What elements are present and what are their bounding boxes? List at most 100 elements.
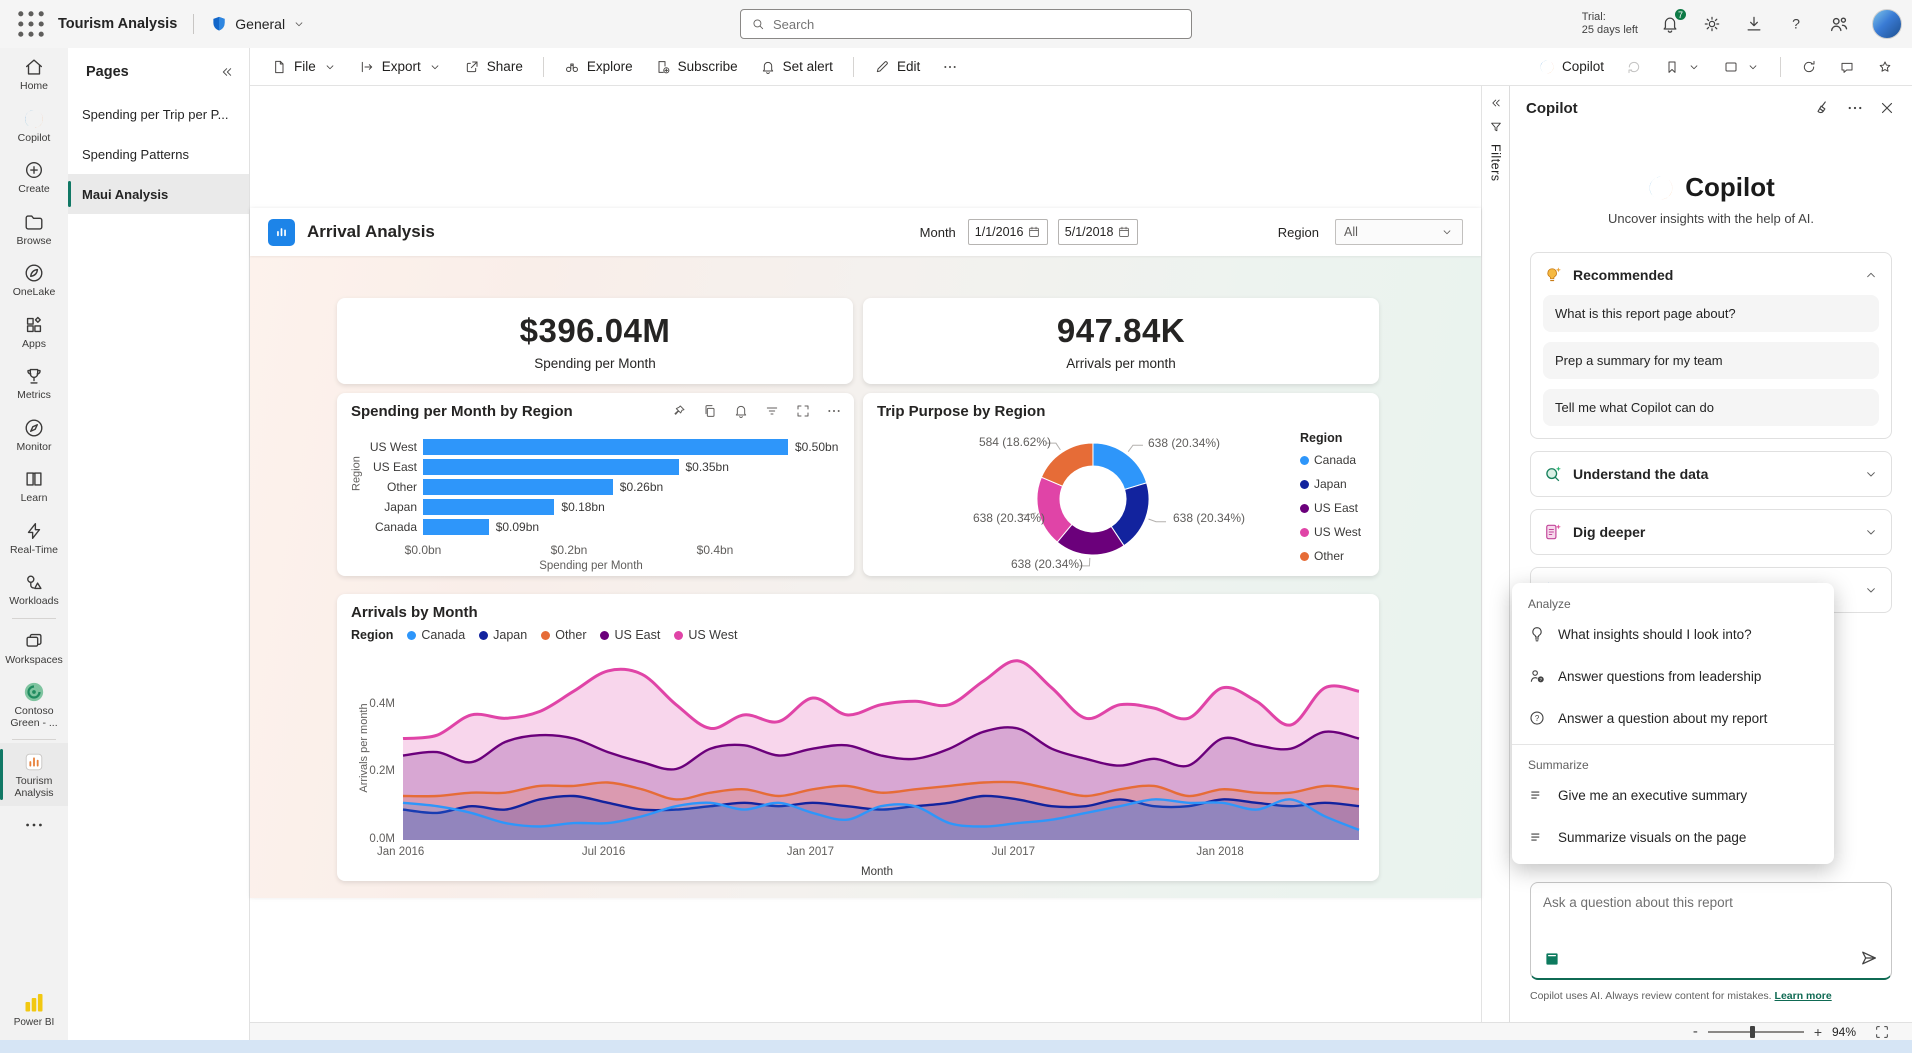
area-chart[interactable] xyxy=(402,654,1360,840)
legend-item[interactable]: Canada xyxy=(1300,453,1356,467)
more-options-icon[interactable] xyxy=(1846,99,1864,117)
menu-item[interactable]: Summarize visuals on the page xyxy=(1512,816,1834,858)
expand-filters-icon[interactable] xyxy=(1489,96,1503,110)
sidebar-item-create[interactable]: Create xyxy=(0,151,68,203)
copilot-suggestion-chip[interactable]: Prep a summary for my team xyxy=(1543,342,1879,379)
copilot-section-understand-the-data[interactable]: Understand the data xyxy=(1530,451,1892,497)
donut-chart[interactable] xyxy=(863,417,1379,577)
zoom-slider-handle[interactable] xyxy=(1750,1025,1756,1038)
legend-item[interactable]: Other xyxy=(541,628,586,642)
filter-lines-icon[interactable] xyxy=(764,403,780,419)
menu-item[interactable]: ? Answer questions from leadership xyxy=(1512,655,1834,697)
copilot-suggestion-chip[interactable]: What is this report page about? xyxy=(1543,295,1879,332)
toolbar-button-subscribe[interactable]: Subscribe xyxy=(646,54,747,80)
search-input[interactable] xyxy=(773,16,1181,32)
date-from-picker[interactable]: 1/1/2016 xyxy=(967,219,1048,245)
bar[interactable] xyxy=(423,459,679,475)
global-search[interactable] xyxy=(740,9,1192,39)
legend-item[interactable]: US West xyxy=(674,628,737,642)
collapse-pages-icon[interactable] xyxy=(219,64,235,80)
send-icon[interactable] xyxy=(1859,948,1879,968)
help-icon[interactable]: ? xyxy=(1786,14,1806,34)
zoom-slider[interactable] xyxy=(1707,1025,1804,1038)
toolbar-button-comment[interactable] xyxy=(1830,54,1864,80)
legend-item[interactable]: US West xyxy=(1300,525,1361,539)
alert-bell-icon[interactable] xyxy=(733,403,749,419)
legend-item[interactable]: Japan xyxy=(1300,477,1347,491)
copilot-section-header[interactable]: Recommended xyxy=(1543,265,1879,285)
sidebar-item-realtime[interactable]: Real-Time xyxy=(0,512,68,564)
toolbar-button-star[interactable] xyxy=(1868,54,1902,80)
copy-icon[interactable] xyxy=(702,403,718,419)
zoom-in-button[interactable]: + xyxy=(1813,1023,1822,1040)
sidebar-item-workloads[interactable]: Workloads xyxy=(0,563,68,615)
sidebar-item-copilot[interactable]: Copilot xyxy=(0,100,68,152)
toolbar-button-refresh[interactable] xyxy=(1792,54,1826,80)
section-switcher[interactable]: General xyxy=(210,15,306,33)
region-dropdown[interactable]: All xyxy=(1335,219,1463,245)
legend-item[interactable]: Other xyxy=(1300,549,1344,563)
learn-more-link[interactable]: Learn more xyxy=(1774,990,1832,1002)
page-item[interactable]: Maui Analysis xyxy=(68,174,249,214)
copilot-section-header[interactable]: Understand the data xyxy=(1543,464,1879,484)
kpi-card-spending[interactable]: $396.04M Spending per Month xyxy=(337,298,853,384)
copilot-suggestion-chip[interactable]: Tell me what Copilot can do xyxy=(1543,389,1879,426)
menu-item[interactable]: What insights should I look into? xyxy=(1512,613,1834,655)
toolbar-button-edit[interactable]: Edit xyxy=(865,54,929,80)
fit-to-page-icon[interactable] xyxy=(1874,1024,1890,1040)
sidebar-item-apps[interactable]: Apps xyxy=(0,306,68,358)
sidebar-item-more[interactable] xyxy=(0,806,68,843)
toolbar-button-dots[interactable] xyxy=(933,54,967,80)
toolbar-button-explore[interactable]: Explore xyxy=(555,54,642,80)
sidebar-item-browse[interactable]: Browse xyxy=(0,203,68,255)
area-chart-card[interactable]: Arrivals by Month Region Canada Japan Other… xyxy=(337,594,1379,881)
copilot-section-recommended[interactable]: Recommended What is this report page abou… xyxy=(1530,252,1892,439)
sidebar-item-contoso[interactable]: Contoso Green - ... xyxy=(0,673,68,736)
kpi-card-arrivals[interactable]: 947.84K Arrivals per month xyxy=(863,298,1379,384)
notebook-icon[interactable] xyxy=(1543,950,1561,968)
copilot-section-header[interactable]: Dig deeper xyxy=(1543,522,1879,542)
more-options-icon[interactable] xyxy=(826,403,842,419)
menu-item[interactable]: ? Answer a question about my report xyxy=(1512,697,1834,739)
toolbar-button-export[interactable]: Export xyxy=(350,54,451,80)
close-icon[interactable] xyxy=(1878,99,1896,117)
legend-item[interactable]: US East xyxy=(600,628,660,642)
copilot-section-dig-deeper[interactable]: Dig deeper xyxy=(1530,509,1892,555)
page-item[interactable]: Spending Patterns xyxy=(82,146,189,162)
toolbar-button-file[interactable]: File xyxy=(262,54,346,80)
toolbar-button-reset[interactable] xyxy=(1617,54,1651,80)
menu-item[interactable]: Give me an executive summary xyxy=(1512,774,1834,816)
pin-icon[interactable] xyxy=(671,403,687,419)
zoom-out-button[interactable]: - xyxy=(1692,1023,1698,1040)
powerbi-logo[interactable]: Power BI xyxy=(0,981,68,1040)
bar[interactable] xyxy=(423,479,613,495)
donut-chart-card[interactable]: Trip Purpose by Region 638 (20.34%) 638 (… xyxy=(863,393,1379,576)
sidebar-item-home[interactable]: Home xyxy=(0,48,68,100)
sidebar-item-tourism[interactable]: Tourism Analysis xyxy=(0,743,68,806)
toolbar-button-set-alert[interactable]: Set alert xyxy=(751,54,842,80)
legend-item[interactable]: Japan xyxy=(479,628,527,642)
settings-gear-icon[interactable] xyxy=(1702,14,1722,34)
feedback-people-icon[interactable] xyxy=(1828,13,1850,35)
user-avatar[interactable] xyxy=(1872,9,1902,39)
date-to-picker[interactable]: 5/1/2018 xyxy=(1057,219,1138,245)
download-icon[interactable] xyxy=(1744,14,1764,34)
page-item[interactable]: Spending per Trip per P... xyxy=(82,106,229,122)
app-launcher-icon[interactable] xyxy=(14,7,48,41)
toolbar-button-share[interactable]: Share xyxy=(455,54,532,80)
bar[interactable] xyxy=(423,439,788,455)
bar[interactable] xyxy=(423,519,489,535)
notifications-button[interactable]: 7 xyxy=(1660,7,1688,34)
bar[interactable] xyxy=(423,499,555,515)
toolbar-button-copilot[interactable]: Copilot xyxy=(1530,54,1613,80)
copilot-chat-input[interactable]: Ask a question about this report xyxy=(1530,882,1892,980)
focus-mode-icon[interactable] xyxy=(795,403,811,419)
legend-item[interactable]: Canada xyxy=(407,628,465,642)
sidebar-item-learn[interactable]: Learn xyxy=(0,460,68,512)
toolbar-button-viewrect[interactable] xyxy=(1714,54,1769,80)
sidebar-item-metrics[interactable]: Metrics xyxy=(0,357,68,409)
sidebar-item-monitor[interactable]: Monitor xyxy=(0,409,68,461)
filter-funnel-icon[interactable] xyxy=(1489,120,1503,134)
sidebar-item-workspaces[interactable]: Workspaces xyxy=(0,622,68,674)
sidebar-item-onelake[interactable]: OneLake xyxy=(0,254,68,306)
